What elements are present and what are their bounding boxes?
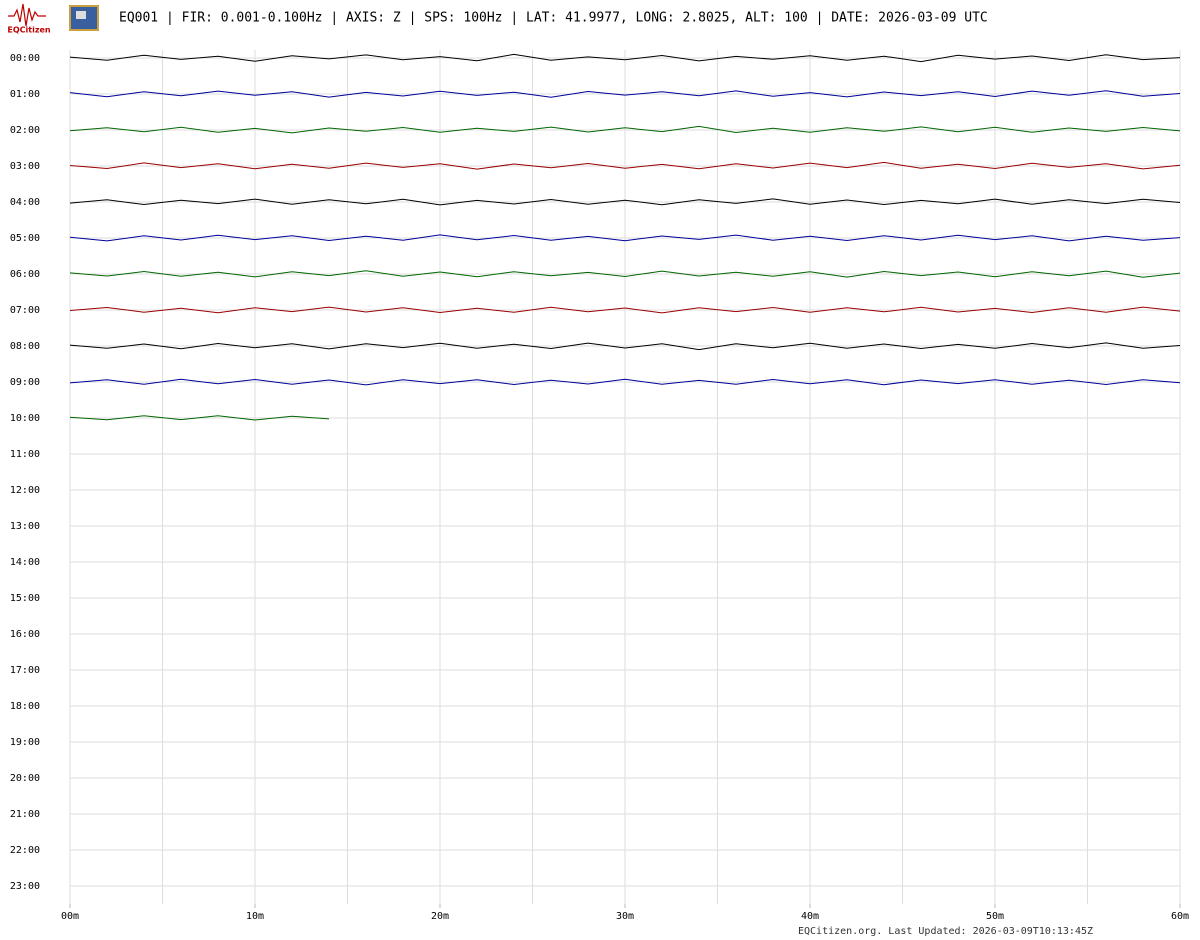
logo-text: EQCitizen: [7, 26, 51, 35]
x-tick-label: 20m: [431, 911, 449, 922]
row-label: 23:00: [10, 881, 40, 892]
trace: [69, 53, 1181, 63]
row-label: 16:00: [10, 629, 40, 640]
footer: EQCitizen.org. Last Updated: 2026-03-09T…: [798, 926, 1093, 937]
row-label: 00:00: [10, 53, 40, 64]
trace: [69, 198, 1181, 206]
trace: [69, 125, 1181, 134]
row-label: 15:00: [10, 593, 40, 604]
trace: [69, 415, 330, 421]
trace: [69, 342, 1181, 351]
row-label: 20:00: [10, 773, 40, 784]
row-label: 05:00: [10, 233, 40, 244]
row-label: 02:00: [10, 125, 40, 136]
trace: [69, 234, 1181, 242]
row-label: 11:00: [10, 449, 40, 460]
x-tick-label: 10m: [246, 911, 264, 922]
row-label: 04:00: [10, 197, 40, 208]
chart-title: EQ001 | FIR: 0.001-0.100Hz | AXIS: Z | S…: [119, 11, 988, 26]
row-label: 13:00: [10, 521, 40, 532]
trace: [69, 161, 1181, 170]
row-label: 01:00: [10, 89, 40, 100]
row-label: 17:00: [10, 665, 40, 676]
row-label: 06:00: [10, 269, 40, 280]
trace: [69, 90, 1181, 98]
x-tick-label: 50m: [986, 911, 1004, 922]
x-tick-label: 00m: [61, 911, 79, 922]
row-label: 21:00: [10, 809, 40, 820]
logo-icon: [8, 3, 46, 27]
x-tick-label: 30m: [616, 911, 634, 922]
device-icon: [69, 5, 99, 31]
x-tick-label: 40m: [801, 911, 819, 922]
row-label: 03:00: [10, 161, 40, 172]
row-label: 18:00: [10, 701, 40, 712]
row-label: 19:00: [10, 737, 40, 748]
device-chip: [76, 11, 86, 19]
row-label: 12:00: [10, 485, 40, 496]
row-label: 14:00: [10, 557, 40, 568]
row-label: 09:00: [10, 377, 40, 388]
trace: [69, 378, 1181, 386]
trace: [69, 306, 1181, 314]
row-label: 10:00: [10, 413, 40, 424]
row-label: 07:00: [10, 305, 40, 316]
logo: EQCitizen: [7, 3, 99, 35]
trace: [69, 270, 1181, 278]
row-label: 22:00: [10, 845, 40, 856]
row-label: 08:00: [10, 341, 40, 352]
x-tick-label: 60m: [1171, 911, 1189, 922]
